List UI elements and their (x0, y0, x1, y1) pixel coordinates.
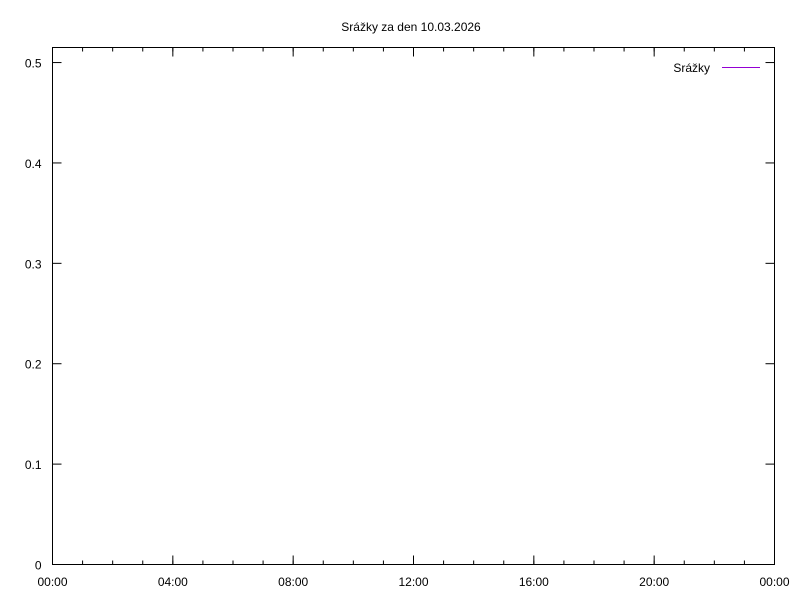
y-tick-label: 0 (35, 559, 42, 573)
x-tick-label: 00:00 (37, 575, 67, 589)
x-tick-label: 12:00 (398, 575, 428, 589)
legend-label: Srážky (673, 61, 710, 75)
y-tick-label: 0.5 (25, 57, 42, 71)
x-tick-label: 00:00 (759, 575, 789, 589)
y-tick-label: 0.2 (25, 358, 42, 372)
chart-title: Srážky za den 10.03.2026 (341, 20, 481, 34)
x-tick-label: 04:00 (158, 575, 188, 589)
y-tick-label: 0.1 (25, 458, 42, 472)
x-tick-label: 20:00 (639, 575, 669, 589)
plot-border (52, 47, 775, 565)
y-tick-label: 0.4 (25, 157, 42, 171)
x-tick-label: 16:00 (519, 575, 549, 589)
legend: Srážky (673, 61, 760, 75)
x-tick-label: 08:00 (278, 575, 308, 589)
y-tick-label: 0.3 (25, 257, 42, 271)
